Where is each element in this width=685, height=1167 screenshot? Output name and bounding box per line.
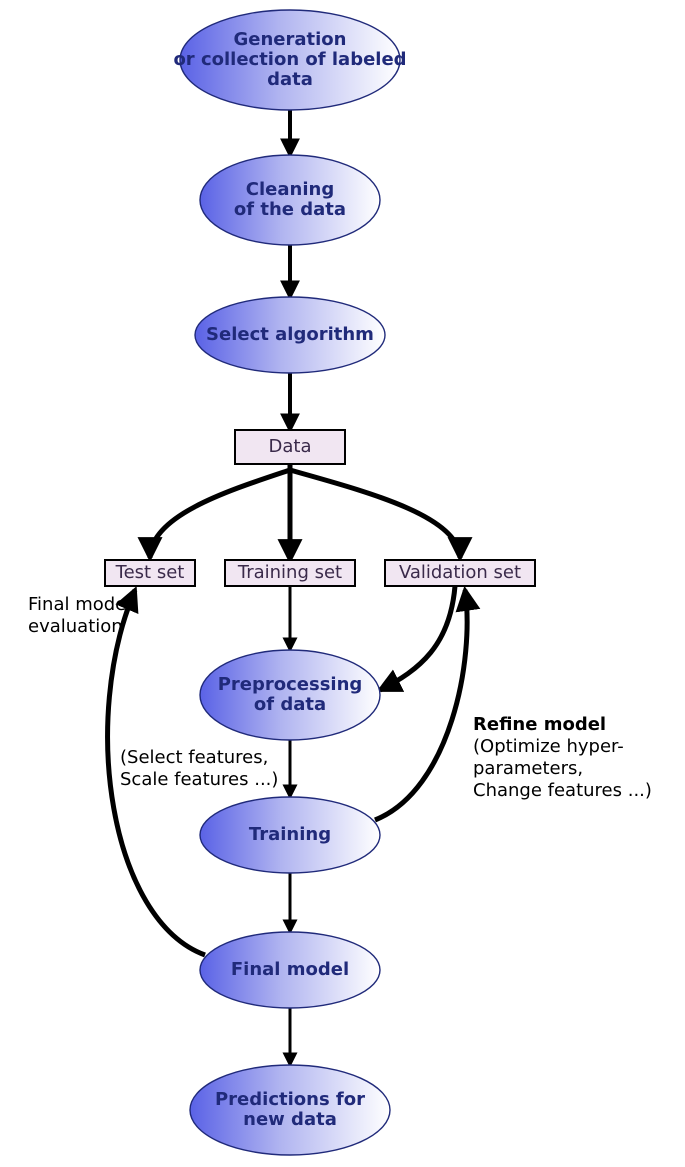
node-final: Final model <box>200 932 380 1008</box>
node-text-line: Training <box>249 824 331 845</box>
node-text-line: Preprocessing <box>218 674 363 695</box>
side-label-line: Final model <box>28 594 131 615</box>
node-clean: Cleaningof the data <box>200 155 380 245</box>
node-test: Test set <box>105 560 195 586</box>
flowchart-canvas: Generationor collection of labeleddata Cl… <box>0 0 685 1167</box>
node-text-line: Generation <box>234 29 347 50</box>
node-text-line: data <box>267 69 313 90</box>
side-label-line: (Select features, <box>120 747 268 768</box>
side-label-sl2: (Select features,Scale features ...) <box>120 747 278 790</box>
node-prep: Preprocessingof data <box>200 650 380 740</box>
node-text-line: Test set <box>115 562 185 583</box>
node-text-line: of the data <box>234 199 346 220</box>
side-label-line: parameters, <box>473 758 583 779</box>
node-text-line: Predictions for <box>215 1089 365 1110</box>
node-text-line: Cleaning <box>246 179 334 200</box>
node-text-line: Validation set <box>399 562 521 583</box>
side-label-line: Change features ...) <box>473 780 652 801</box>
edge-e6 <box>290 470 460 558</box>
edge-e12 <box>380 586 455 690</box>
side-label-sl1: Final modelevaluation <box>28 594 131 637</box>
node-text-line: of data <box>254 694 326 715</box>
node-train: Training set <box>225 560 355 586</box>
node-tr: Training <box>200 797 380 873</box>
side-label-line: Scale features ...) <box>120 769 278 790</box>
node-text-line: Data <box>269 436 312 457</box>
side-label-line: evaluation <box>28 616 123 637</box>
side-label-line: Refine model <box>473 714 606 735</box>
edge-e5 <box>150 470 290 558</box>
node-data: Data <box>235 430 345 464</box>
node-text-line: new data <box>243 1109 337 1130</box>
side-label-sl3a: Refine model <box>473 714 606 735</box>
node-pred: Predictions fornew data <box>190 1065 390 1155</box>
node-gen: Generationor collection of labeleddata <box>173 10 406 110</box>
node-algo: Select algorithm <box>195 297 385 373</box>
side-label-line: (Optimize hyper- <box>473 736 624 757</box>
node-text-line: Training set <box>237 562 342 583</box>
edge-e13 <box>375 590 467 820</box>
node-text-line: Final model <box>231 959 349 980</box>
side-label-sl3b: (Optimize hyper-parameters,Change featur… <box>473 736 652 801</box>
edges-layer <box>108 110 468 1065</box>
nodes-layer: Generationor collection of labeleddata Cl… <box>105 10 535 1155</box>
node-text-line: or collection of labeled <box>173 49 406 70</box>
node-text-line: Select algorithm <box>206 324 374 345</box>
node-valid: Validation set <box>385 560 535 586</box>
